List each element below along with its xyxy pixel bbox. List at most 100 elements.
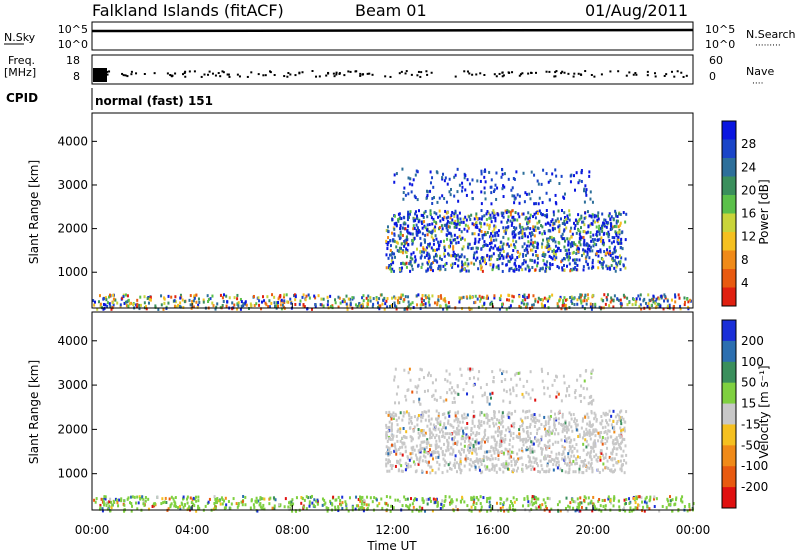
data-cell <box>127 304 130 308</box>
data-cell <box>417 384 420 388</box>
data-cell <box>578 470 581 474</box>
data-cell <box>412 428 415 432</box>
data-cell <box>481 233 484 237</box>
data-cell <box>392 269 395 273</box>
data-cell <box>566 255 569 259</box>
data-cell <box>93 498 96 502</box>
freq-dot <box>563 71 566 74</box>
noise-tick-right-bottom: 10^0 <box>705 38 735 51</box>
data-cell <box>417 220 420 224</box>
data-cell <box>434 443 437 447</box>
data-cell <box>549 417 552 421</box>
data-cell <box>505 255 508 259</box>
data-cell <box>570 425 573 429</box>
data-cell <box>385 462 388 466</box>
data-cell <box>358 507 361 511</box>
data-cell <box>214 307 217 311</box>
data-cell <box>499 256 502 260</box>
data-cell <box>600 431 603 435</box>
freq-dot <box>483 73 486 76</box>
data-cell <box>619 298 622 302</box>
data-cell <box>604 218 607 222</box>
data-cell <box>394 447 397 451</box>
data-cell <box>506 413 509 417</box>
data-cell <box>365 296 368 300</box>
data-cell <box>640 307 643 311</box>
data-cell <box>143 295 146 299</box>
data-cell <box>568 436 571 440</box>
data-cell <box>294 509 297 513</box>
data-cell <box>516 193 519 197</box>
data-cell <box>564 439 567 443</box>
data-cell <box>425 254 428 258</box>
y-tick-label: 2000 <box>57 222 88 236</box>
data-cell <box>580 301 583 305</box>
data-cell <box>531 496 534 500</box>
data-cell <box>443 223 446 227</box>
data-cell <box>518 295 521 299</box>
data-cell <box>483 393 486 397</box>
data-cell <box>440 502 443 506</box>
data-cell <box>460 296 463 300</box>
data-cell <box>167 294 170 298</box>
data-cell <box>595 418 598 422</box>
data-cell <box>523 232 526 236</box>
data-cell <box>522 395 525 399</box>
freq-dot <box>521 72 524 75</box>
data-cell <box>509 434 512 438</box>
data-cell <box>505 307 508 311</box>
data-cell <box>471 451 474 455</box>
data-cell <box>612 218 615 222</box>
data-cell <box>93 300 96 304</box>
data-cell <box>329 501 332 505</box>
data-cell <box>593 430 596 434</box>
data-cell <box>111 503 114 507</box>
data-cell <box>422 501 425 505</box>
data-cell <box>278 503 281 507</box>
data-cell <box>195 300 198 304</box>
data-cell <box>465 416 468 420</box>
data-cell <box>570 295 573 299</box>
data-cell <box>460 468 463 472</box>
data-cell <box>620 432 623 436</box>
data-cell <box>435 398 438 402</box>
data-cell <box>490 220 493 224</box>
data-cell <box>527 438 530 442</box>
data-cell <box>564 419 567 423</box>
data-cell <box>420 265 423 269</box>
data-cell <box>612 298 615 302</box>
data-cell <box>613 247 616 251</box>
freq-dot <box>548 70 551 73</box>
data-cell <box>621 415 624 419</box>
data-cell <box>306 307 309 311</box>
data-cell <box>563 428 566 432</box>
data-cell <box>197 297 200 301</box>
data-cell <box>583 296 586 300</box>
data-cell <box>156 495 159 499</box>
data-cell <box>660 294 663 298</box>
data-cell <box>503 229 506 233</box>
data-cell <box>600 422 603 426</box>
data-cell <box>440 229 443 233</box>
data-cell <box>538 413 541 417</box>
data-cell <box>236 307 239 311</box>
data-cell <box>590 394 593 398</box>
freq-dot <box>294 74 297 77</box>
data-cell <box>524 298 527 302</box>
data-cell <box>501 262 504 266</box>
freq-dot <box>405 70 408 73</box>
data-cell <box>424 418 427 422</box>
data-cell <box>608 409 611 413</box>
data-cell <box>509 392 512 396</box>
data-cell <box>513 425 516 429</box>
data-cell <box>109 509 112 513</box>
data-cell <box>190 501 193 505</box>
data-cell <box>428 244 431 248</box>
data-cell <box>584 458 587 462</box>
data-cell <box>602 241 605 245</box>
data-cell <box>554 440 557 444</box>
colorbar-swatch <box>722 232 736 251</box>
data-cell <box>175 505 178 509</box>
data-cell <box>566 462 569 466</box>
data-cell <box>591 200 594 204</box>
